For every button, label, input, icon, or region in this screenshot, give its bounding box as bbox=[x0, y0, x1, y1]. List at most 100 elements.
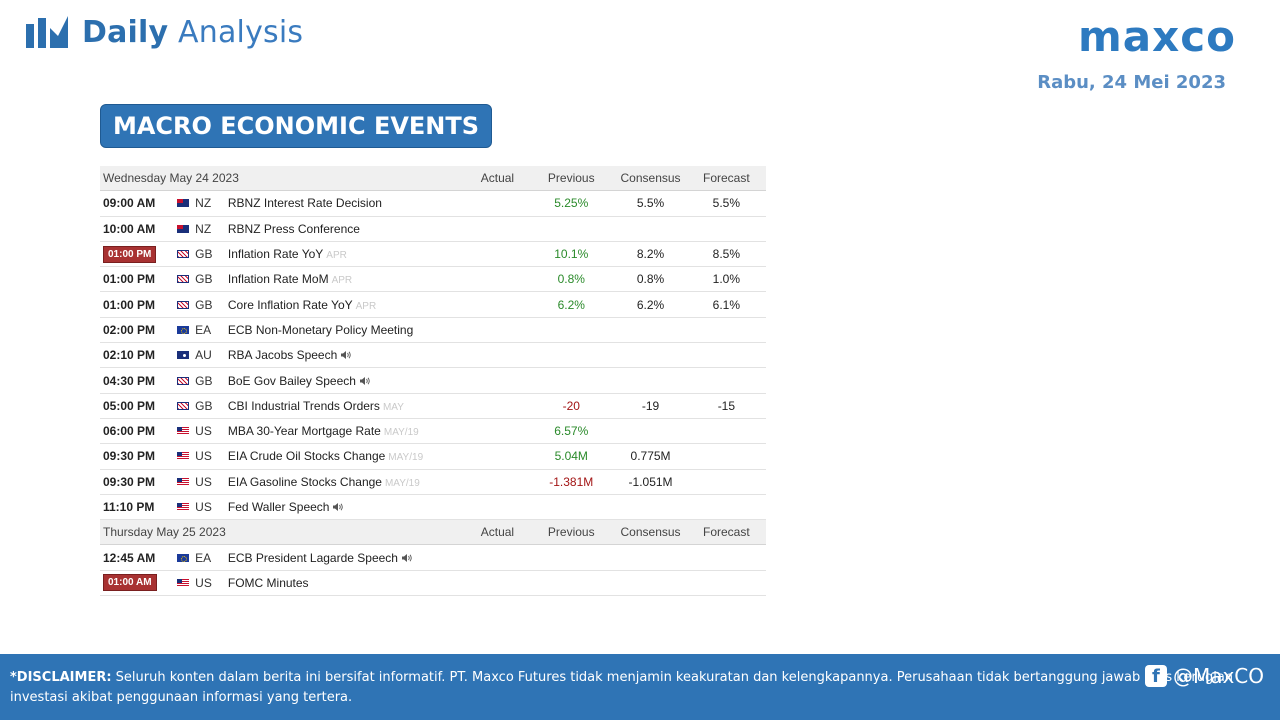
logo-title-bold: Daily bbox=[82, 14, 169, 50]
country-flag bbox=[177, 477, 195, 486]
consensus-value: 6.2% bbox=[636, 297, 665, 312]
event-name-text: ECB President Lagarde Speech bbox=[227, 550, 398, 565]
event-row[interactable]: 09:30 PM US EIA Crude Oil Stocks Change MAY… bbox=[100, 444, 766, 470]
previous-value: 5.25% bbox=[554, 196, 589, 211]
event-row[interactable]: 06:00 PM US MBA 30-Year Mortgage Rate MAY/1… bbox=[100, 419, 766, 445]
us-flag-icon bbox=[177, 452, 190, 461]
event-name[interactable]: EIA Crude Oil Stocks Change MAY/19 bbox=[228, 449, 467, 463]
event-time: 04:30 PM bbox=[103, 373, 156, 388]
event-name[interactable]: Core Inflation Rate YoY APR bbox=[228, 298, 467, 312]
country-code: US bbox=[195, 474, 212, 489]
previous-value: 6.2% bbox=[557, 297, 585, 312]
forecast-value: -15 bbox=[717, 398, 736, 413]
country-flag bbox=[177, 224, 195, 233]
event-row[interactable]: 01:00 PM GB Inflation Rate MoM APR 0.8% 0.8% 1… bbox=[100, 267, 766, 293]
event-name-text: MBA 30-Year Mortgage Rate bbox=[227, 424, 381, 439]
event-name-text: ECB Non-Monetary Policy Meeting bbox=[227, 322, 414, 337]
event-time: 11:10 PM bbox=[103, 500, 155, 514]
previous-value: -1.381M bbox=[549, 474, 594, 489]
day-label: Wednesday May 24 2023 bbox=[103, 171, 239, 186]
day-header-row: Wednesday May 24 2023 Actual Previous Conse… bbox=[100, 166, 766, 192]
event-name[interactable]: Inflation Rate YoY APR bbox=[228, 247, 467, 261]
event-name-text: RBNZ Interest Rate Decision bbox=[227, 196, 382, 211]
event-name[interactable]: ECB Non-Monetary Policy Meeting bbox=[228, 323, 467, 337]
event-name[interactable]: RBA Jacobs Speech bbox=[228, 348, 467, 362]
economic-calendar-table: Wednesday May 24 2023 Actual Previous Conse… bbox=[100, 166, 766, 597]
event-time-badge: 01:00 PM bbox=[103, 245, 157, 263]
event-row[interactable]: 04:30 PM GB BoE Gov Bailey Speech bbox=[100, 368, 766, 394]
column-header-forecast: Forecast bbox=[703, 525, 750, 540]
event-name-text: RBA Jacobs Speech bbox=[227, 348, 338, 363]
country-flag bbox=[177, 376, 195, 385]
event-name[interactable]: RBNZ Interest Rate Decision bbox=[228, 196, 467, 210]
logo-title: Daily Analysis bbox=[82, 15, 303, 50]
consensus-value: 8.2% bbox=[636, 247, 665, 262]
country-flag bbox=[177, 351, 195, 360]
column-header-actual: Actual bbox=[480, 525, 515, 540]
event-name[interactable]: Fed Waller Speech bbox=[228, 500, 467, 514]
event-name[interactable]: FOMC Minutes bbox=[228, 576, 467, 590]
column-header-actual: Actual bbox=[480, 171, 515, 186]
event-name[interactable]: CBI Industrial Trends Orders MAY bbox=[228, 399, 467, 413]
event-row[interactable]: 10:00 AM NZ RBNZ Press Conference bbox=[100, 217, 766, 242]
event-row[interactable]: 09:00 AM NZ RBNZ Interest Rate Decision 5.2… bbox=[100, 191, 766, 217]
country-flag bbox=[177, 503, 195, 511]
event-row[interactable]: 01:00 AM US FOMC Minutes bbox=[100, 571, 766, 597]
event-name[interactable]: EIA Gasoline Stocks Change MAY/19 bbox=[228, 475, 467, 489]
disclaimer-text: Seluruh konten dalam berita ini bersifat… bbox=[10, 670, 1234, 705]
country-flag bbox=[177, 427, 195, 436]
gb-flag-icon bbox=[177, 250, 190, 259]
event-time: 01:00 AM bbox=[100, 574, 177, 592]
day-label: Thursday May 25 2023 bbox=[103, 525, 226, 540]
previous-value: 5.04M bbox=[554, 449, 588, 464]
country-flag bbox=[177, 452, 195, 461]
event-row[interactable]: 02:10 PM AU RBA Jacobs Speech bbox=[100, 343, 766, 369]
event-period: MAY/19 bbox=[388, 452, 424, 464]
column-header-consensus: Consensus bbox=[620, 525, 681, 540]
previous-value: 6.57% bbox=[554, 424, 589, 439]
us-flag-icon bbox=[177, 503, 190, 511]
speaker-icon bbox=[359, 376, 370, 385]
gb-flag-icon bbox=[177, 275, 190, 284]
country-flag bbox=[177, 401, 195, 410]
us-flag-icon bbox=[177, 578, 190, 587]
eu-flag-icon bbox=[177, 553, 190, 562]
event-name-text: EIA Gasoline Stocks Change bbox=[227, 474, 382, 489]
event-name[interactable]: Inflation Rate MoM APR bbox=[228, 272, 467, 286]
event-name[interactable]: RBNZ Press Conference bbox=[228, 222, 467, 236]
country-code: GB bbox=[195, 373, 213, 388]
event-period: MAY/19 bbox=[384, 477, 420, 489]
consensus-value: -1.051M bbox=[628, 474, 673, 489]
event-row[interactable]: 01:00 PM GB Inflation Rate YoY APR 10.1% 8.2%… bbox=[100, 242, 766, 268]
event-time: 09:00 AM bbox=[103, 196, 156, 211]
previous-value: 10.1% bbox=[554, 247, 589, 262]
country-code: GB bbox=[195, 247, 213, 262]
event-name[interactable]: MBA 30-Year Mortgage Rate MAY/19 bbox=[228, 424, 467, 438]
country-code: US bbox=[195, 449, 212, 464]
event-time: 01:00 PM bbox=[103, 272, 156, 287]
event-period: APR bbox=[331, 275, 353, 287]
event-name[interactable]: ECB President Lagarde Speech bbox=[228, 551, 467, 565]
gb-flag-icon bbox=[177, 376, 190, 385]
event-name-text: Core Inflation Rate YoY bbox=[227, 297, 353, 312]
event-row[interactable]: 05:00 PM GB CBI Industrial Trends Orders MA… bbox=[100, 394, 766, 419]
event-time: 02:00 PM bbox=[103, 322, 156, 337]
event-time-badge: 01:00 AM bbox=[103, 574, 157, 592]
event-name-text: Inflation Rate MoM bbox=[227, 272, 329, 287]
gb-flag-icon bbox=[177, 401, 190, 410]
forecast-value: 6.1% bbox=[712, 297, 741, 312]
event-name[interactable]: BoE Gov Bailey Speech bbox=[228, 374, 467, 388]
country-code: EA bbox=[195, 322, 212, 337]
event-row[interactable]: 01:00 PM GB Core Inflation Rate YoY APR 6.2%… bbox=[100, 292, 766, 318]
maxco-brand-logo: maxco bbox=[1078, 12, 1236, 61]
event-row[interactable]: 11:10 PM US Fed Waller Speech bbox=[100, 495, 766, 521]
column-header-previous: Previous bbox=[547, 171, 595, 186]
event-name-text: BoE Gov Bailey Speech bbox=[227, 373, 356, 388]
forecast-value: 8.5% bbox=[712, 247, 741, 262]
event-row[interactable]: 09:30 PM US EIA Gasoline Stocks Change MAY/… bbox=[100, 470, 766, 495]
event-name-text: Inflation Rate YoY bbox=[227, 247, 324, 262]
disclaimer-label: *DISCLAIMER: bbox=[10, 670, 112, 685]
event-row[interactable]: 12:45 AM EA ECB President Lagarde Speech bbox=[100, 545, 766, 571]
event-row[interactable]: 02:00 PM EA ECB Non-Monetary Policy Meetin… bbox=[100, 318, 766, 344]
social-handle[interactable]: f @MaxCO bbox=[1144, 664, 1264, 688]
